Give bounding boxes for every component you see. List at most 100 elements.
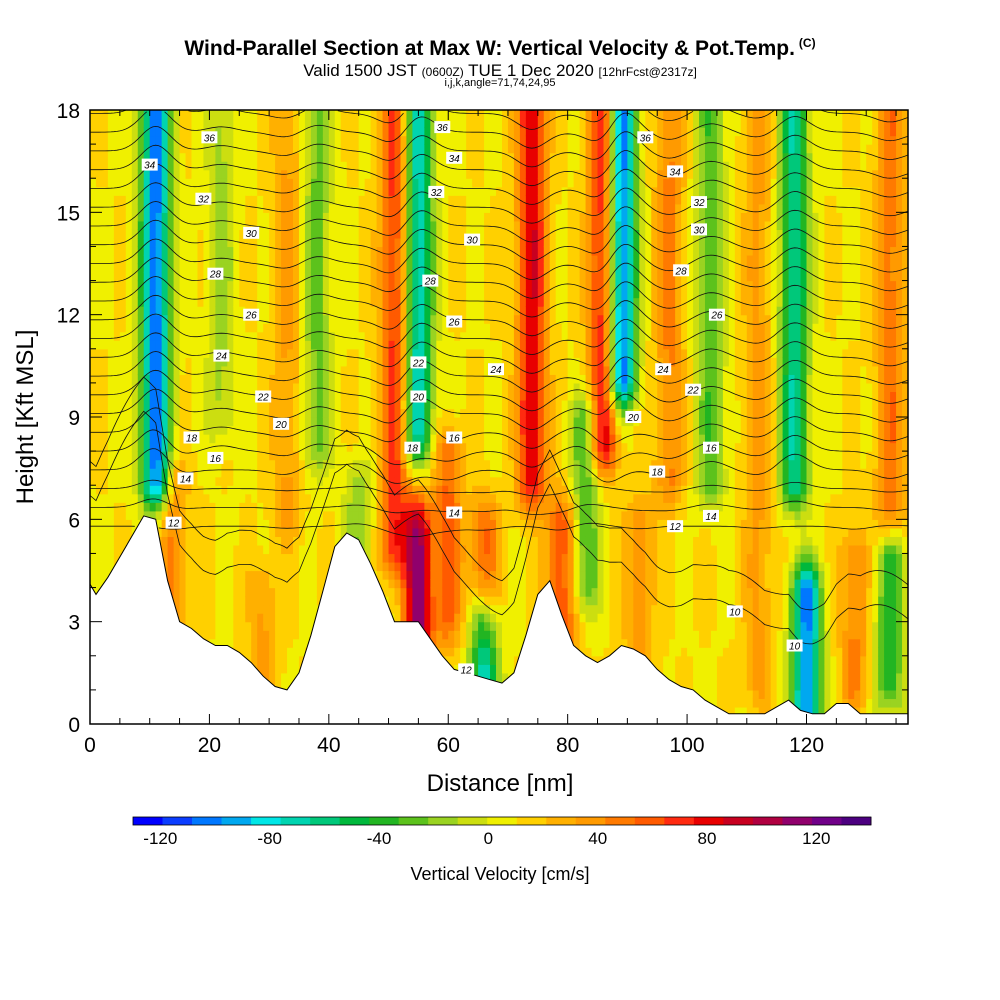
- velocity-cell: [203, 178, 211, 188]
- velocity-cell: [179, 502, 187, 512]
- velocity-cell: [90, 127, 97, 137]
- velocity-cell: [490, 664, 497, 674]
- velocity-cell: [394, 306, 402, 316]
- velocity-cell: [281, 510, 288, 520]
- velocity-cell: [179, 596, 187, 606]
- velocity-cell: [107, 544, 115, 555]
- velocity-cell: [448, 647, 455, 657]
- velocity-cell: [263, 570, 270, 580]
- velocity-cell: [310, 195, 318, 205]
- velocity-cell: [107, 459, 115, 469]
- velocity-cell: [287, 203, 294, 213]
- velocity-cell: [340, 289, 348, 299]
- velocity-cell: [418, 493, 425, 503]
- velocity-cell: [251, 544, 258, 555]
- velocity-cell: [233, 237, 240, 248]
- velocity-cell: [209, 306, 216, 316]
- velocity-cell: [185, 220, 193, 230]
- velocity-cell: [406, 340, 414, 350]
- velocity-cell: [251, 135, 258, 145]
- velocity-cell: [358, 263, 366, 273]
- velocity-cell: [269, 391, 276, 401]
- velocity-cell: [436, 110, 443, 120]
- velocity-cell: [334, 229, 342, 239]
- velocity-cell: [167, 382, 175, 393]
- velocity-cell: [95, 425, 103, 435]
- velocity-cell: [418, 152, 425, 162]
- velocity-cell: [352, 229, 360, 239]
- velocity-cell: [364, 263, 372, 273]
- velocity-cell: [328, 203, 336, 213]
- velocity-cell: [376, 502, 384, 512]
- velocity-cell: [173, 220, 181, 230]
- velocity-cell: [316, 434, 324, 444]
- velocity-cell: [424, 434, 431, 444]
- velocity-cell: [245, 340, 252, 350]
- velocity-cell: [442, 144, 449, 154]
- velocity-cell: [197, 459, 205, 469]
- velocity-cell: [388, 587, 396, 597]
- velocity-cell: [215, 280, 222, 290]
- velocity-cell: [298, 519, 306, 529]
- velocity-cell: [346, 289, 354, 299]
- velocity-cell: [263, 579, 270, 589]
- velocity-cell: [209, 357, 216, 367]
- velocity-cell: [239, 587, 246, 597]
- velocity-cell: [322, 510, 330, 520]
- velocity-cell: [484, 127, 491, 137]
- velocity-cell: [472, 314, 479, 324]
- velocity-cell: [269, 630, 276, 640]
- velocity-cell: [137, 135, 145, 145]
- velocity-cell: [95, 374, 103, 384]
- velocity-cell: [496, 280, 503, 290]
- velocity-cell: [484, 348, 491, 358]
- velocity-cell: [304, 280, 312, 290]
- velocity-cell: [191, 314, 199, 324]
- velocity-cell: [185, 382, 193, 393]
- velocity-cell: [209, 152, 216, 162]
- velocity-cell: [251, 289, 258, 299]
- velocity-cell: [400, 263, 408, 273]
- velocity-cell: [203, 570, 211, 580]
- velocity-cell: [364, 212, 372, 222]
- velocity-cell: [460, 152, 467, 162]
- velocity-cell: [293, 340, 300, 350]
- velocity-cell: [203, 246, 211, 256]
- velocity-cell: [334, 476, 342, 486]
- velocity-cell: [215, 510, 222, 520]
- velocity-cell: [388, 561, 396, 572]
- velocity-cell: [287, 357, 294, 367]
- velocity-cell: [215, 340, 222, 350]
- velocity-cell: [221, 596, 228, 606]
- velocity-cell: [346, 280, 354, 290]
- velocity-cell: [101, 493, 109, 503]
- velocity-cell: [185, 135, 193, 145]
- velocity-cell: [478, 493, 485, 503]
- velocity-cell: [388, 399, 396, 410]
- velocity-cell: [143, 118, 151, 128]
- velocity-cell: [376, 374, 384, 384]
- velocity-cell: [436, 536, 443, 546]
- velocity-cell: [221, 306, 228, 316]
- velocity-cell: [191, 374, 199, 384]
- velocity-cell: [472, 178, 479, 188]
- velocity-cell: [388, 348, 396, 358]
- velocity-cell: [424, 596, 431, 606]
- velocity-cell: [101, 408, 109, 418]
- velocity-cell: [173, 357, 181, 367]
- velocity-cell: [275, 681, 282, 691]
- velocity-cell: [412, 314, 419, 324]
- velocity-cell: [101, 161, 109, 171]
- velocity-cell: [233, 579, 240, 589]
- velocity-cell: [281, 647, 288, 657]
- velocity-cell: [227, 391, 234, 401]
- velocity-cell: [472, 186, 479, 196]
- velocity-cell: [436, 476, 443, 486]
- velocity-cell: [119, 161, 127, 171]
- velocity-cell: [352, 434, 360, 444]
- velocity-cell: [490, 485, 497, 495]
- velocity-cell: [328, 331, 336, 341]
- velocity-cell: [257, 434, 264, 444]
- velocity-cell: [328, 195, 336, 205]
- velocity-cell: [137, 272, 145, 282]
